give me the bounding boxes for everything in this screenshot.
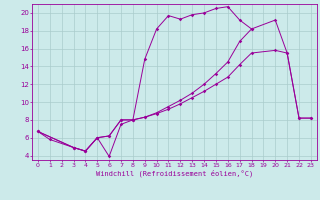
X-axis label: Windchill (Refroidissement éolien,°C): Windchill (Refroidissement éolien,°C) — [96, 169, 253, 177]
